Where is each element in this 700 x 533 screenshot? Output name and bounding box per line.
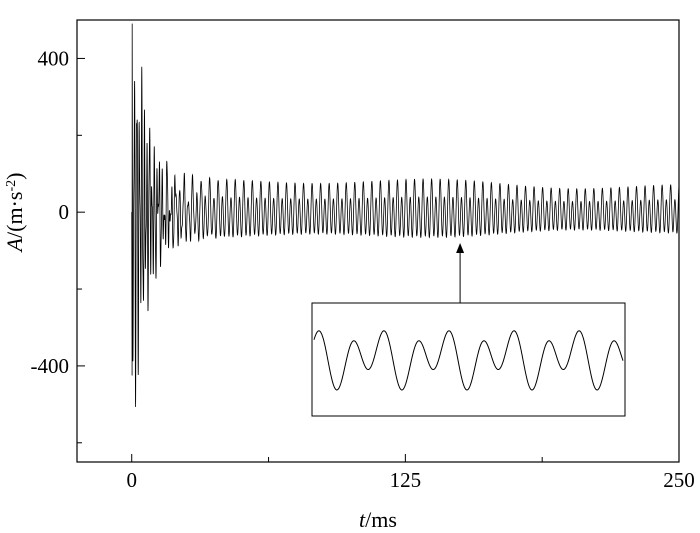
y-axis-title: A/(m·s-2) xyxy=(2,173,27,254)
y-tick-label: 400 xyxy=(38,46,70,70)
y-tick-label: 0 xyxy=(59,200,70,224)
inset-arrowhead xyxy=(456,243,465,253)
x-axis-title: t/ms xyxy=(359,507,397,532)
x-tick-label: 0 xyxy=(126,468,137,492)
axis-tick-labels: 0 125 250 400 0 -400 xyxy=(31,46,695,492)
acceleration-signal-line xyxy=(131,23,680,407)
inset-zoomed-waveform xyxy=(313,330,624,391)
inset-box xyxy=(311,302,626,417)
plot-frame xyxy=(76,19,680,463)
x-tick-label: 125 xyxy=(390,468,422,492)
axis-ticks xyxy=(77,57,680,462)
y-tick-label: -400 xyxy=(31,354,70,378)
x-tick-label: 250 xyxy=(663,468,695,492)
